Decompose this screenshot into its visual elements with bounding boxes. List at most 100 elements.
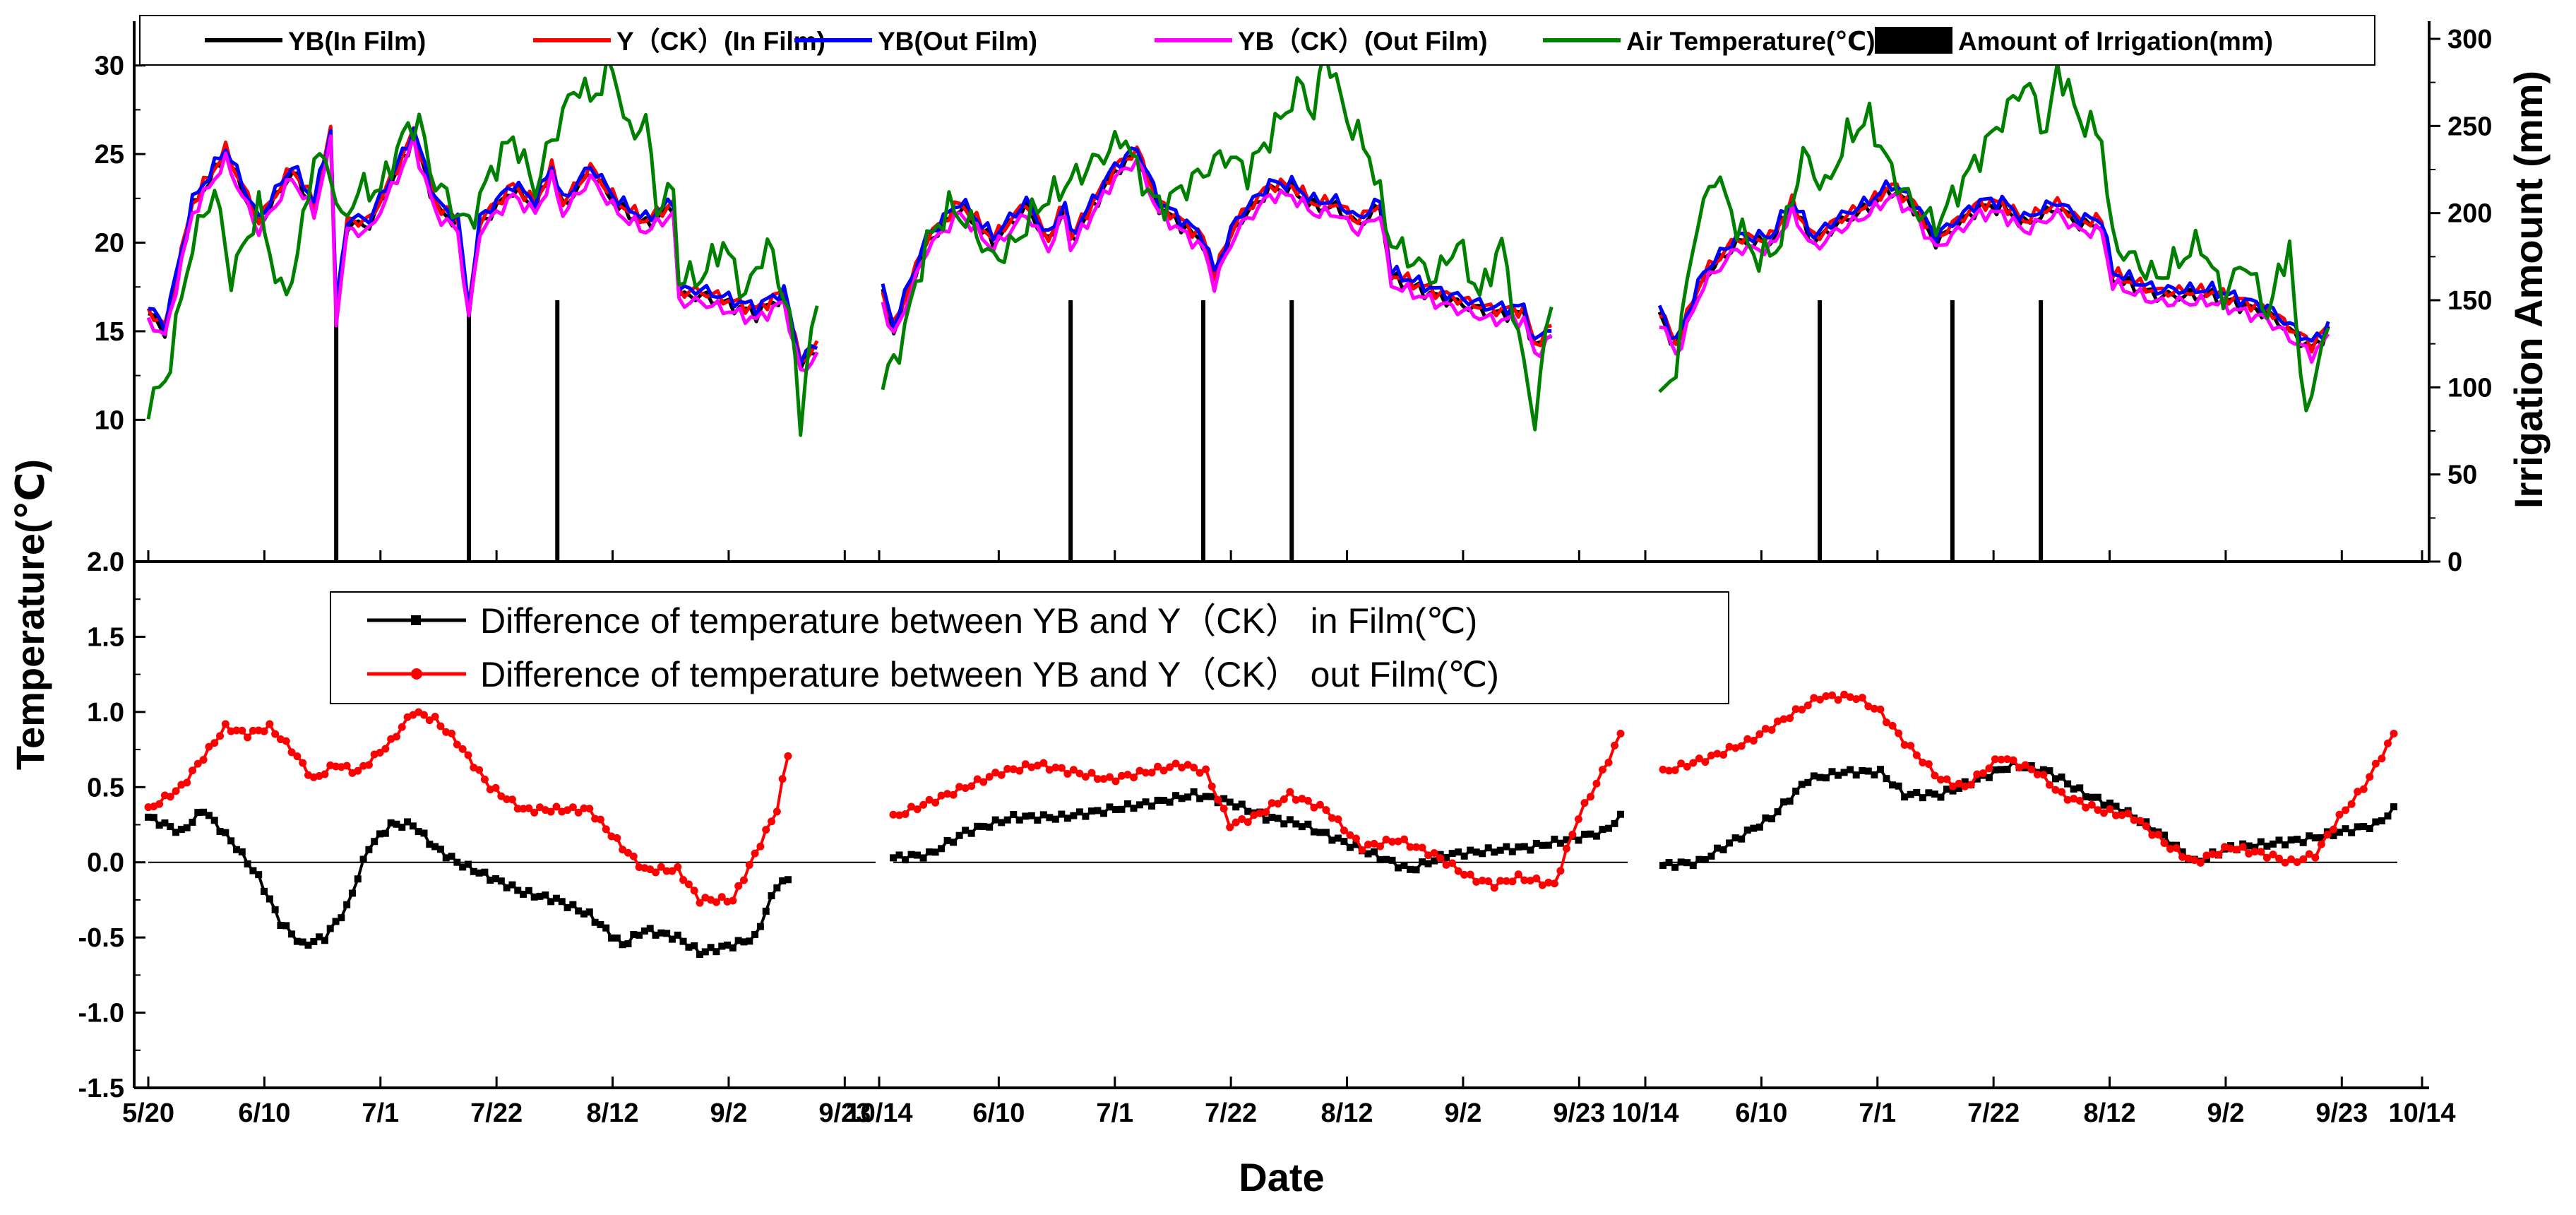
difference-marker (1659, 861, 1666, 869)
difference-marker (1166, 763, 1174, 771)
difference-marker (1870, 704, 1878, 713)
difference-marker (1130, 805, 1138, 812)
difference-marker (1562, 844, 1570, 853)
difference-marker (271, 906, 279, 913)
difference-marker (342, 761, 351, 770)
difference-marker (1003, 816, 1011, 824)
difference-marker (2250, 848, 2259, 856)
difference-marker (913, 805, 922, 814)
difference-marker (288, 930, 296, 938)
difference-marker (1268, 814, 1276, 822)
difference-marker (316, 933, 323, 941)
difference-marker (624, 848, 632, 857)
difference-marker (1190, 788, 1198, 795)
difference-marker (1611, 819, 1618, 827)
difference-marker (931, 848, 939, 856)
difference-marker (1719, 846, 1727, 854)
difference-marker (762, 826, 770, 834)
difference-marker (630, 931, 638, 939)
difference-marker (756, 923, 764, 930)
difference-marker (1695, 754, 1703, 763)
difference-marker (1154, 796, 1162, 804)
difference-marker (2178, 848, 2186, 856)
difference-marker (2354, 823, 2361, 831)
difference-marker (420, 829, 428, 837)
difference-marker (602, 825, 610, 834)
difference-marker (950, 838, 958, 846)
difference-marker (1592, 832, 1600, 840)
difference-marker (2306, 832, 2313, 840)
difference-marker (1484, 844, 1492, 852)
difference-marker (244, 733, 252, 742)
difference-marker (1448, 850, 1456, 858)
difference-marker (1232, 818, 1240, 826)
y2-tick-label: 50 (2447, 461, 2477, 490)
difference-marker (2039, 766, 2047, 774)
difference-marker (1931, 771, 1939, 780)
difference-marker (2094, 793, 2101, 801)
difference-marker (919, 854, 927, 862)
difference-marker (1508, 877, 1517, 886)
difference-marker (1094, 807, 1102, 814)
difference-marker (1087, 769, 1096, 777)
difference-marker (1997, 755, 2005, 764)
difference-marker (1015, 766, 1024, 775)
difference-marker (1779, 715, 1788, 723)
difference-marker (1196, 795, 1204, 802)
difference-marker (1298, 795, 1306, 803)
difference-marker (2087, 800, 2096, 809)
difference-marker (2208, 850, 2217, 858)
difference-marker (1256, 809, 1264, 817)
difference-marker (1816, 774, 1824, 781)
difference-marker (249, 867, 257, 875)
difference-marker (1364, 841, 1372, 849)
difference-marker (542, 891, 549, 899)
difference-marker (1093, 775, 1102, 783)
y-tick-label: -1.0 (78, 999, 124, 1029)
difference-marker (1810, 694, 1818, 702)
difference-marker (1798, 781, 1806, 788)
difference-marker (691, 942, 698, 949)
difference-marker (1496, 877, 1505, 885)
difference-marker (1316, 829, 1324, 836)
difference-marker (1882, 718, 1890, 727)
difference-marker (2245, 842, 2253, 850)
difference-marker (183, 824, 191, 831)
difference-marker (1864, 767, 1872, 775)
difference-marker (1876, 766, 1884, 774)
difference-marker (1515, 843, 1522, 851)
difference-marker (1364, 850, 1372, 858)
difference-marker (564, 903, 571, 911)
difference-marker (684, 880, 693, 889)
difference-marker (1587, 830, 1594, 838)
difference-marker (2064, 780, 2072, 788)
difference-marker (464, 860, 472, 868)
difference-marker (1551, 836, 1558, 843)
difference-marker (244, 860, 251, 867)
difference-marker (1852, 771, 1860, 779)
difference-marker (398, 824, 406, 831)
difference-marker (1105, 773, 1114, 781)
difference-marker (2046, 767, 2053, 775)
difference-marker (1208, 793, 1216, 800)
difference-marker (890, 854, 897, 862)
legend-label: YB(Out Film) (878, 27, 1037, 56)
x-tick-label: 6/10 (972, 1098, 1025, 1128)
difference-marker (701, 948, 709, 956)
difference-marker (1810, 772, 1818, 780)
difference-marker (979, 822, 987, 830)
difference-marker (746, 937, 753, 945)
difference-marker (1099, 810, 1107, 817)
irrigation-bars (334, 300, 2044, 562)
difference-marker (1190, 764, 1198, 772)
difference-marker (2142, 822, 2150, 831)
difference-marker (1424, 851, 1433, 860)
difference-marker (1010, 811, 1018, 819)
difference-marker (1081, 773, 1090, 781)
difference-marker (1707, 751, 1715, 759)
difference-marker (458, 745, 467, 753)
air-temperature-line (881, 48, 1554, 432)
difference-marker (1616, 730, 1625, 738)
difference-marker (266, 720, 274, 728)
difference-marker (1027, 763, 1036, 771)
